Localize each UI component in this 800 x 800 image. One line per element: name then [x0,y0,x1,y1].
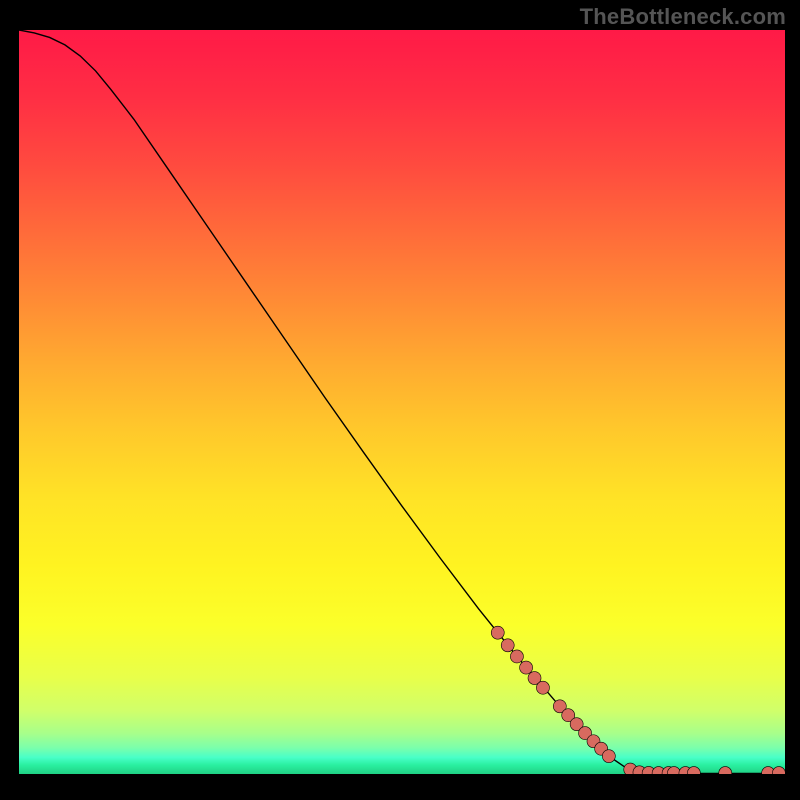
data-marker [602,750,615,763]
data-marker [501,639,514,652]
chart-frame: TheBottleneck.com [0,0,800,800]
data-marker [520,661,533,674]
gradient-curve-chart [19,30,785,774]
data-marker [536,681,549,694]
gradient-background [19,30,785,774]
plot-area [19,30,785,774]
data-marker [510,650,523,663]
watermark-text: TheBottleneck.com [580,4,786,30]
data-marker [491,626,504,639]
